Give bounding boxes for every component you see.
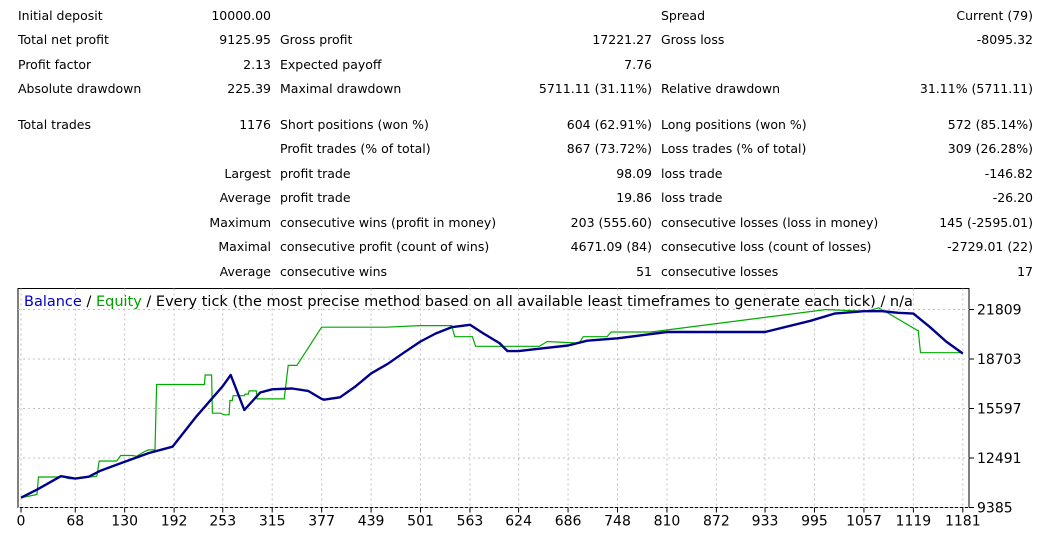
stat-value: 4671.09 (84) <box>570 239 652 254</box>
x-tick-label: 686 <box>555 514 582 530</box>
stat-label: Short positions (won %) <box>280 117 429 132</box>
equity-series-line <box>20 307 963 499</box>
stat-label: Expected payoff <box>280 57 382 72</box>
stat-value: -8095.32 <box>976 32 1033 47</box>
stat-value: Average <box>219 264 271 279</box>
x-tick-label: 995 <box>801 514 828 530</box>
stat-value: 572 (85.14%) <box>947 117 1033 132</box>
x-tick-label: 439 <box>358 514 385 530</box>
x-tick-label: 748 <box>604 514 631 530</box>
x-tick-label: 563 <box>457 514 484 530</box>
stat-value: Average <box>219 190 271 205</box>
stat-label: profit trade <box>280 190 351 205</box>
axis-ticks: 0 68 130 192 253 315 377 439 501 563 624 686 748 810 8… <box>17 303 1022 530</box>
stat-label: Initial deposit <box>18 8 103 23</box>
stat-label: consecutive wins <box>280 264 388 279</box>
plot-area-border <box>17 288 970 508</box>
stat-label: consecutive profit (count of wins) <box>280 239 490 254</box>
y-tick-label: 12491 <box>977 451 1022 467</box>
chart-title: Balance / Equity / Every tick (the most … <box>24 294 913 310</box>
x-tick-label: 501 <box>407 514 434 530</box>
stat-value: -26.20 <box>992 190 1033 205</box>
x-tick-label: 253 <box>209 514 236 530</box>
stat-value: Maximum <box>209 215 271 230</box>
stat-label: loss trade <box>661 190 723 205</box>
x-tick-label: 377 <box>308 514 335 530</box>
stat-value: Current (79) <box>956 8 1033 23</box>
stat-label: Absolute drawdown <box>18 81 142 96</box>
stat-value: Maximal <box>218 239 271 254</box>
stat-value: 309 (26.28%) <box>947 141 1033 156</box>
stat-label: Long positions (won %) <box>661 117 807 132</box>
stat-label: Relative drawdown <box>661 81 781 96</box>
stat-label: Profit trades (% of total) <box>280 141 431 156</box>
y-tick-label: 18703 <box>977 352 1022 368</box>
x-tick-label: 130 <box>111 514 138 530</box>
stat-value: 98.09 <box>616 166 652 181</box>
stat-value: 1176 <box>239 117 271 132</box>
x-tick-label: 315 <box>259 514 286 530</box>
legend-balance: Balance <box>24 294 82 310</box>
stat-label: Spread <box>661 8 706 23</box>
stat-value: 19.86 <box>616 190 652 205</box>
legend-separator: / <box>82 294 96 310</box>
legend-equity: Equity <box>96 294 142 310</box>
chart-title-rest: / Every tick (the most precise method ba… <box>142 294 913 310</box>
stat-label: consecutive wins (profit in money) <box>280 215 497 230</box>
x-tick-label: 872 <box>703 514 730 530</box>
x-tick-label: 1181 <box>945 514 981 530</box>
stat-label: consecutive loss (count of losses) <box>661 239 872 254</box>
balance-equity-chart: 0 68 130 192 253 315 377 439 501 563 624 686 748 810 8… <box>17 288 1022 530</box>
stat-value: 2.13 <box>243 57 271 72</box>
stat-label: Loss trades (% of total) <box>661 141 807 156</box>
x-tick-label: 192 <box>161 514 188 530</box>
stat-value: 17 <box>1017 264 1033 279</box>
stat-value: 867 (73.72%) <box>566 141 652 156</box>
stat-value: 5711.11 (31.11%) <box>538 81 652 96</box>
x-tick-label: 810 <box>654 514 681 530</box>
stat-value: 10000.00 <box>211 8 271 23</box>
stat-label: Total net profit <box>18 32 109 47</box>
x-tick-label: 1057 <box>846 514 882 530</box>
stat-label: consecutive losses (loss in money) <box>661 215 879 230</box>
x-tick-label: 624 <box>505 514 532 530</box>
stat-value: -146.82 <box>984 166 1033 181</box>
stat-label: loss trade <box>661 166 723 181</box>
stat-value: 9125.95 <box>219 32 271 47</box>
stat-value: -2729.01 (22) <box>947 239 1033 254</box>
stat-value: Largest <box>224 166 271 181</box>
stat-label: profit trade <box>280 166 351 181</box>
stat-value: 145 (-2595.01) <box>939 215 1033 230</box>
x-tick-label: 933 <box>752 514 779 530</box>
stat-value: 31.11% (5711.11) <box>919 81 1033 96</box>
stat-value: 225.39 <box>227 81 271 96</box>
x-tick-label: 68 <box>66 514 84 530</box>
x-tick-label: 0 <box>17 514 26 530</box>
stat-value: 604 (62.91%) <box>566 117 652 132</box>
stat-label: Gross profit <box>280 32 353 47</box>
stat-value: 7.76 <box>624 57 652 72</box>
stat-label: Maximal drawdown <box>280 81 402 96</box>
balance-series-line <box>20 310 964 499</box>
stat-value: 203 (555.60) <box>570 215 652 230</box>
y-tick-label: 21809 <box>977 303 1022 319</box>
y-tick-label: 9385 <box>977 501 1013 517</box>
stat-label: Gross loss <box>661 32 725 47</box>
stat-label: Profit factor <box>18 57 92 72</box>
stat-label: Total trades <box>18 117 92 132</box>
stat-value: 51 <box>636 264 652 279</box>
stat-label: consecutive losses <box>661 264 779 279</box>
x-tick-label: 1119 <box>896 514 932 530</box>
y-tick-label: 15597 <box>977 402 1022 418</box>
stat-value: 17221.27 <box>592 32 652 47</box>
